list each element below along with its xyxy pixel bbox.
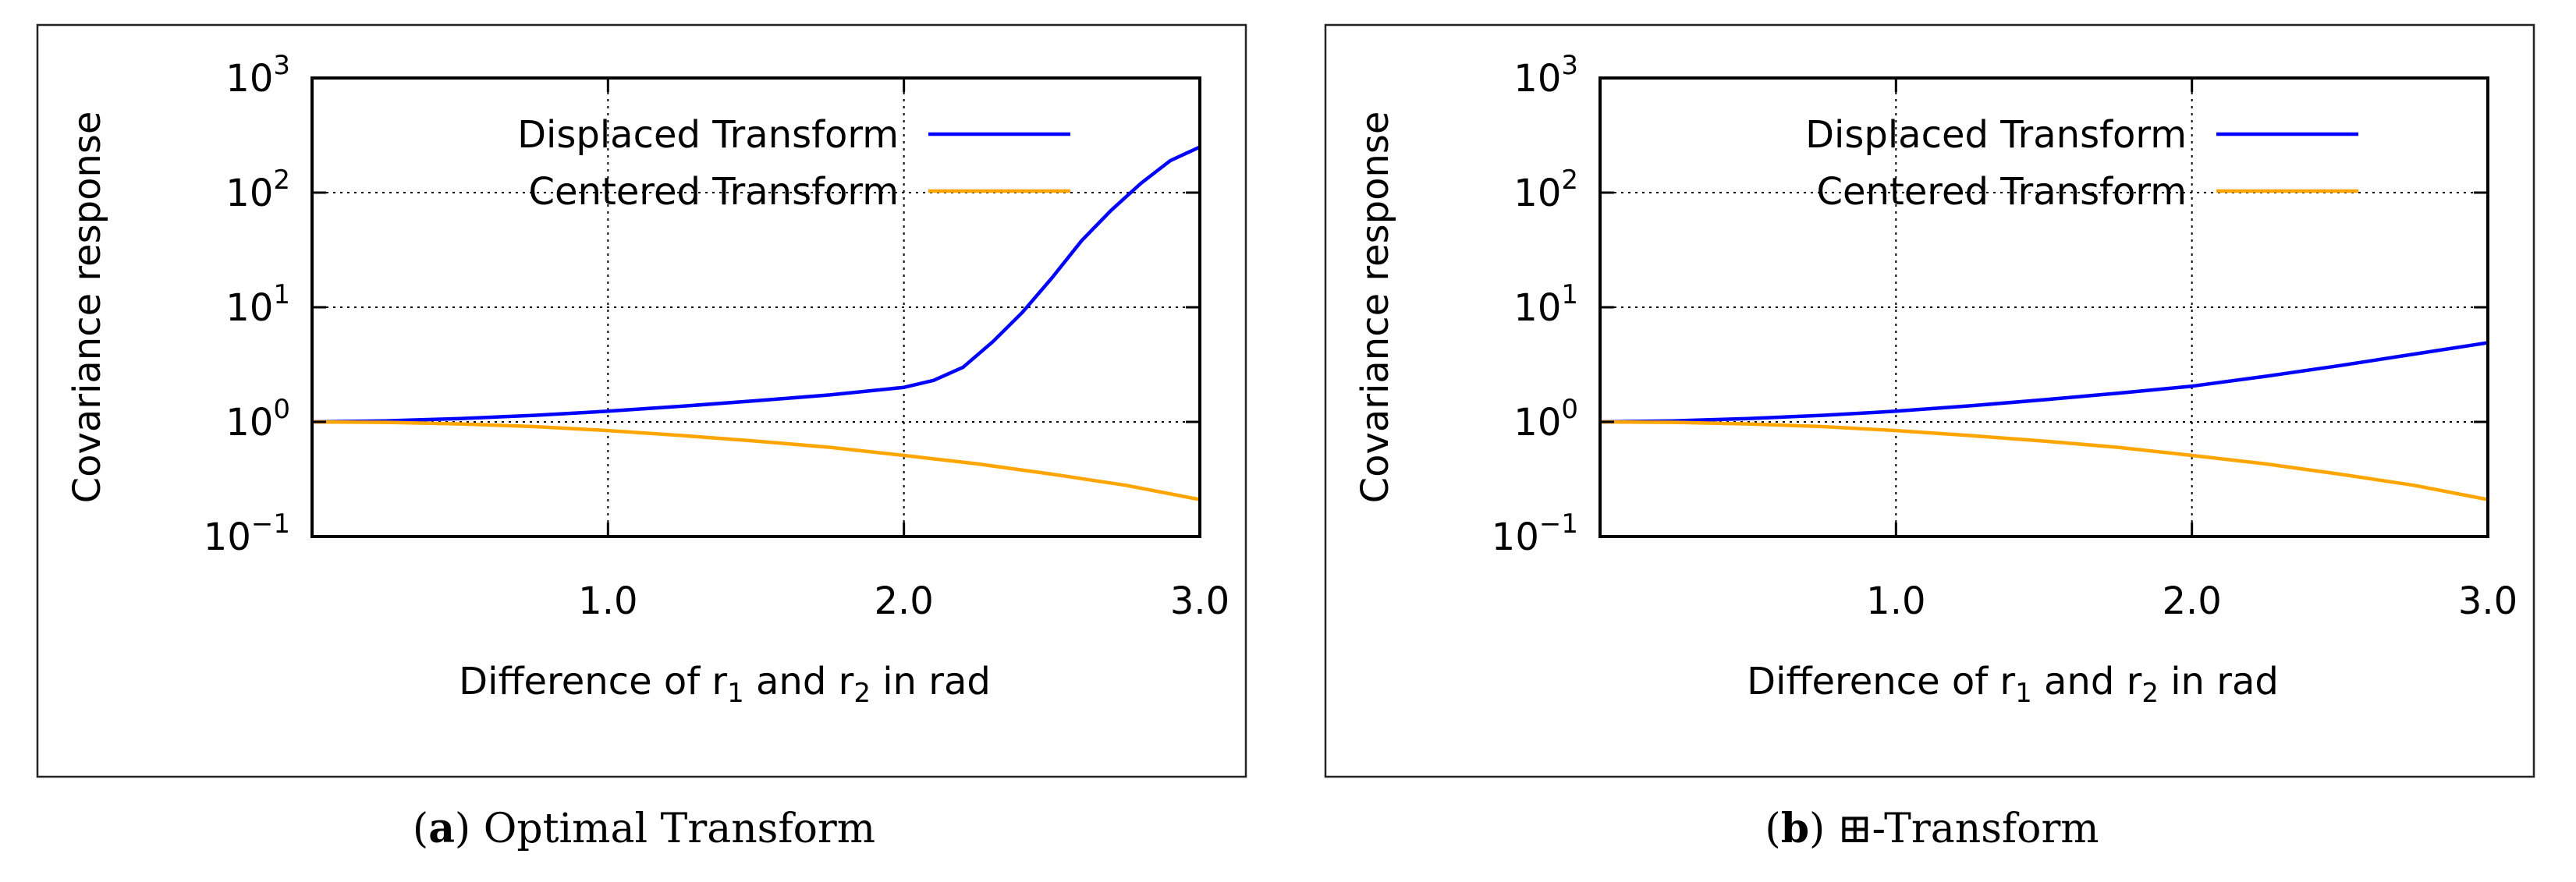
- y-tick-exponent: 1: [273, 279, 290, 310]
- figure-panel-a: 10−1 100 101 102 103 1.0 2.0 3.0 Difference of r…: [36, 23, 1247, 852]
- y-tick-exponent: 3: [1561, 50, 1578, 81]
- y-tick-base: 10: [1513, 286, 1561, 330]
- y-tick-label: 101: [1513, 279, 1578, 330]
- y-tick-base: 10: [1513, 401, 1561, 445]
- x-tick-label: 2.0: [2162, 579, 2221, 623]
- y-tick-base: 10: [225, 401, 273, 445]
- y-tick-exponent: 2: [273, 165, 290, 196]
- y-axis-label: Covariance response: [66, 112, 109, 504]
- caption-b: (b) ⊞-Transform: [1765, 805, 2099, 852]
- y-tick-label: 100: [225, 394, 290, 445]
- y-tick-label: 102: [1513, 165, 1578, 215]
- y-tick-exponent: −1: [1539, 508, 1578, 540]
- y-tick-label: 10−1: [1492, 508, 1578, 559]
- x-axis-label-part: 2: [2141, 678, 2159, 709]
- x-tick-label: 3.0: [2458, 579, 2517, 623]
- y-axis-label: Covariance response: [1354, 112, 1397, 504]
- y-tick-label: 103: [1513, 50, 1578, 101]
- y-tick-label: 101: [225, 279, 290, 330]
- legend-label-centered: Centered Transform: [1816, 170, 2187, 214]
- caption-b-text: -Transform: [1872, 806, 2099, 852]
- series-line-displaced: [1599, 341, 2489, 424]
- y-tick-exponent: 2: [1561, 165, 1578, 196]
- caption-b-label: b: [1780, 805, 1810, 852]
- y-tick-exponent: 3: [273, 50, 290, 81]
- x-axis-label-part: 1: [2015, 678, 2032, 709]
- x-axis-label-part: 1: [727, 678, 744, 709]
- legend-label-displaced: Displaced Transform: [517, 113, 899, 157]
- x-axis-label-part: and r: [2032, 660, 2142, 703]
- legend-label-centered: Centered Transform: [528, 170, 899, 214]
- y-tick-exponent: 1: [1561, 279, 1578, 310]
- y-tick-base: 10: [204, 515, 251, 559]
- caption-a-text: Optimal Transform: [483, 806, 876, 852]
- series-line-centered: [1599, 420, 2489, 501]
- figure-frame: [36, 23, 1247, 778]
- x-tick-label: 1.0: [578, 579, 637, 623]
- x-tick-label: 1.0: [1866, 579, 1925, 623]
- y-tick-exponent: 0: [1561, 394, 1578, 425]
- boxplus-icon: ⊞: [1837, 806, 1872, 852]
- y-tick-base: 10: [225, 286, 273, 330]
- y-tick-base: 10: [1492, 515, 1539, 559]
- x-tick-label: 2.0: [874, 579, 933, 623]
- x-axis-label: Difference of r1 and r2 in rad: [1747, 660, 2279, 709]
- x-axis-label-part: in rad: [2159, 660, 2279, 703]
- caption-a-label: a: [428, 805, 455, 852]
- y-tick-exponent: −1: [251, 508, 290, 540]
- x-axis-label-part: in rad: [871, 660, 991, 703]
- x-tick-label: 3.0: [1170, 579, 1229, 623]
- figure-panel-b: 10−1 100 101 102 103 1.0 2.0 3.0 Difference of r…: [1288, 0, 2576, 882]
- x-axis-label: Difference of r1 and r2 in rad: [459, 660, 991, 709]
- y-tick-base: 10: [225, 57, 273, 101]
- series-line-displaced: [311, 145, 1201, 424]
- y-tick-label: 102: [225, 165, 290, 215]
- y-tick-base: 10: [1513, 57, 1561, 101]
- y-tick-exponent: 0: [273, 394, 290, 425]
- figure-frame: [1324, 23, 2535, 778]
- caption-a: (a) Optimal Transform: [412, 805, 876, 852]
- legend-label-displaced: Displaced Transform: [1805, 113, 2187, 157]
- y-tick-label: 100: [1513, 394, 1578, 445]
- x-axis-label-part: 2: [853, 678, 871, 709]
- series-line-centered: [311, 420, 1201, 501]
- y-tick-label: 103: [225, 50, 290, 101]
- x-axis-label-part: and r: [744, 660, 854, 703]
- x-axis-label-part: Difference of r: [1747, 660, 2015, 703]
- x-axis-label-part: Difference of r: [459, 660, 727, 703]
- y-tick-label: 10−1: [204, 508, 290, 559]
- y-tick-base: 10: [1513, 172, 1561, 215]
- y-tick-base: 10: [225, 172, 273, 215]
